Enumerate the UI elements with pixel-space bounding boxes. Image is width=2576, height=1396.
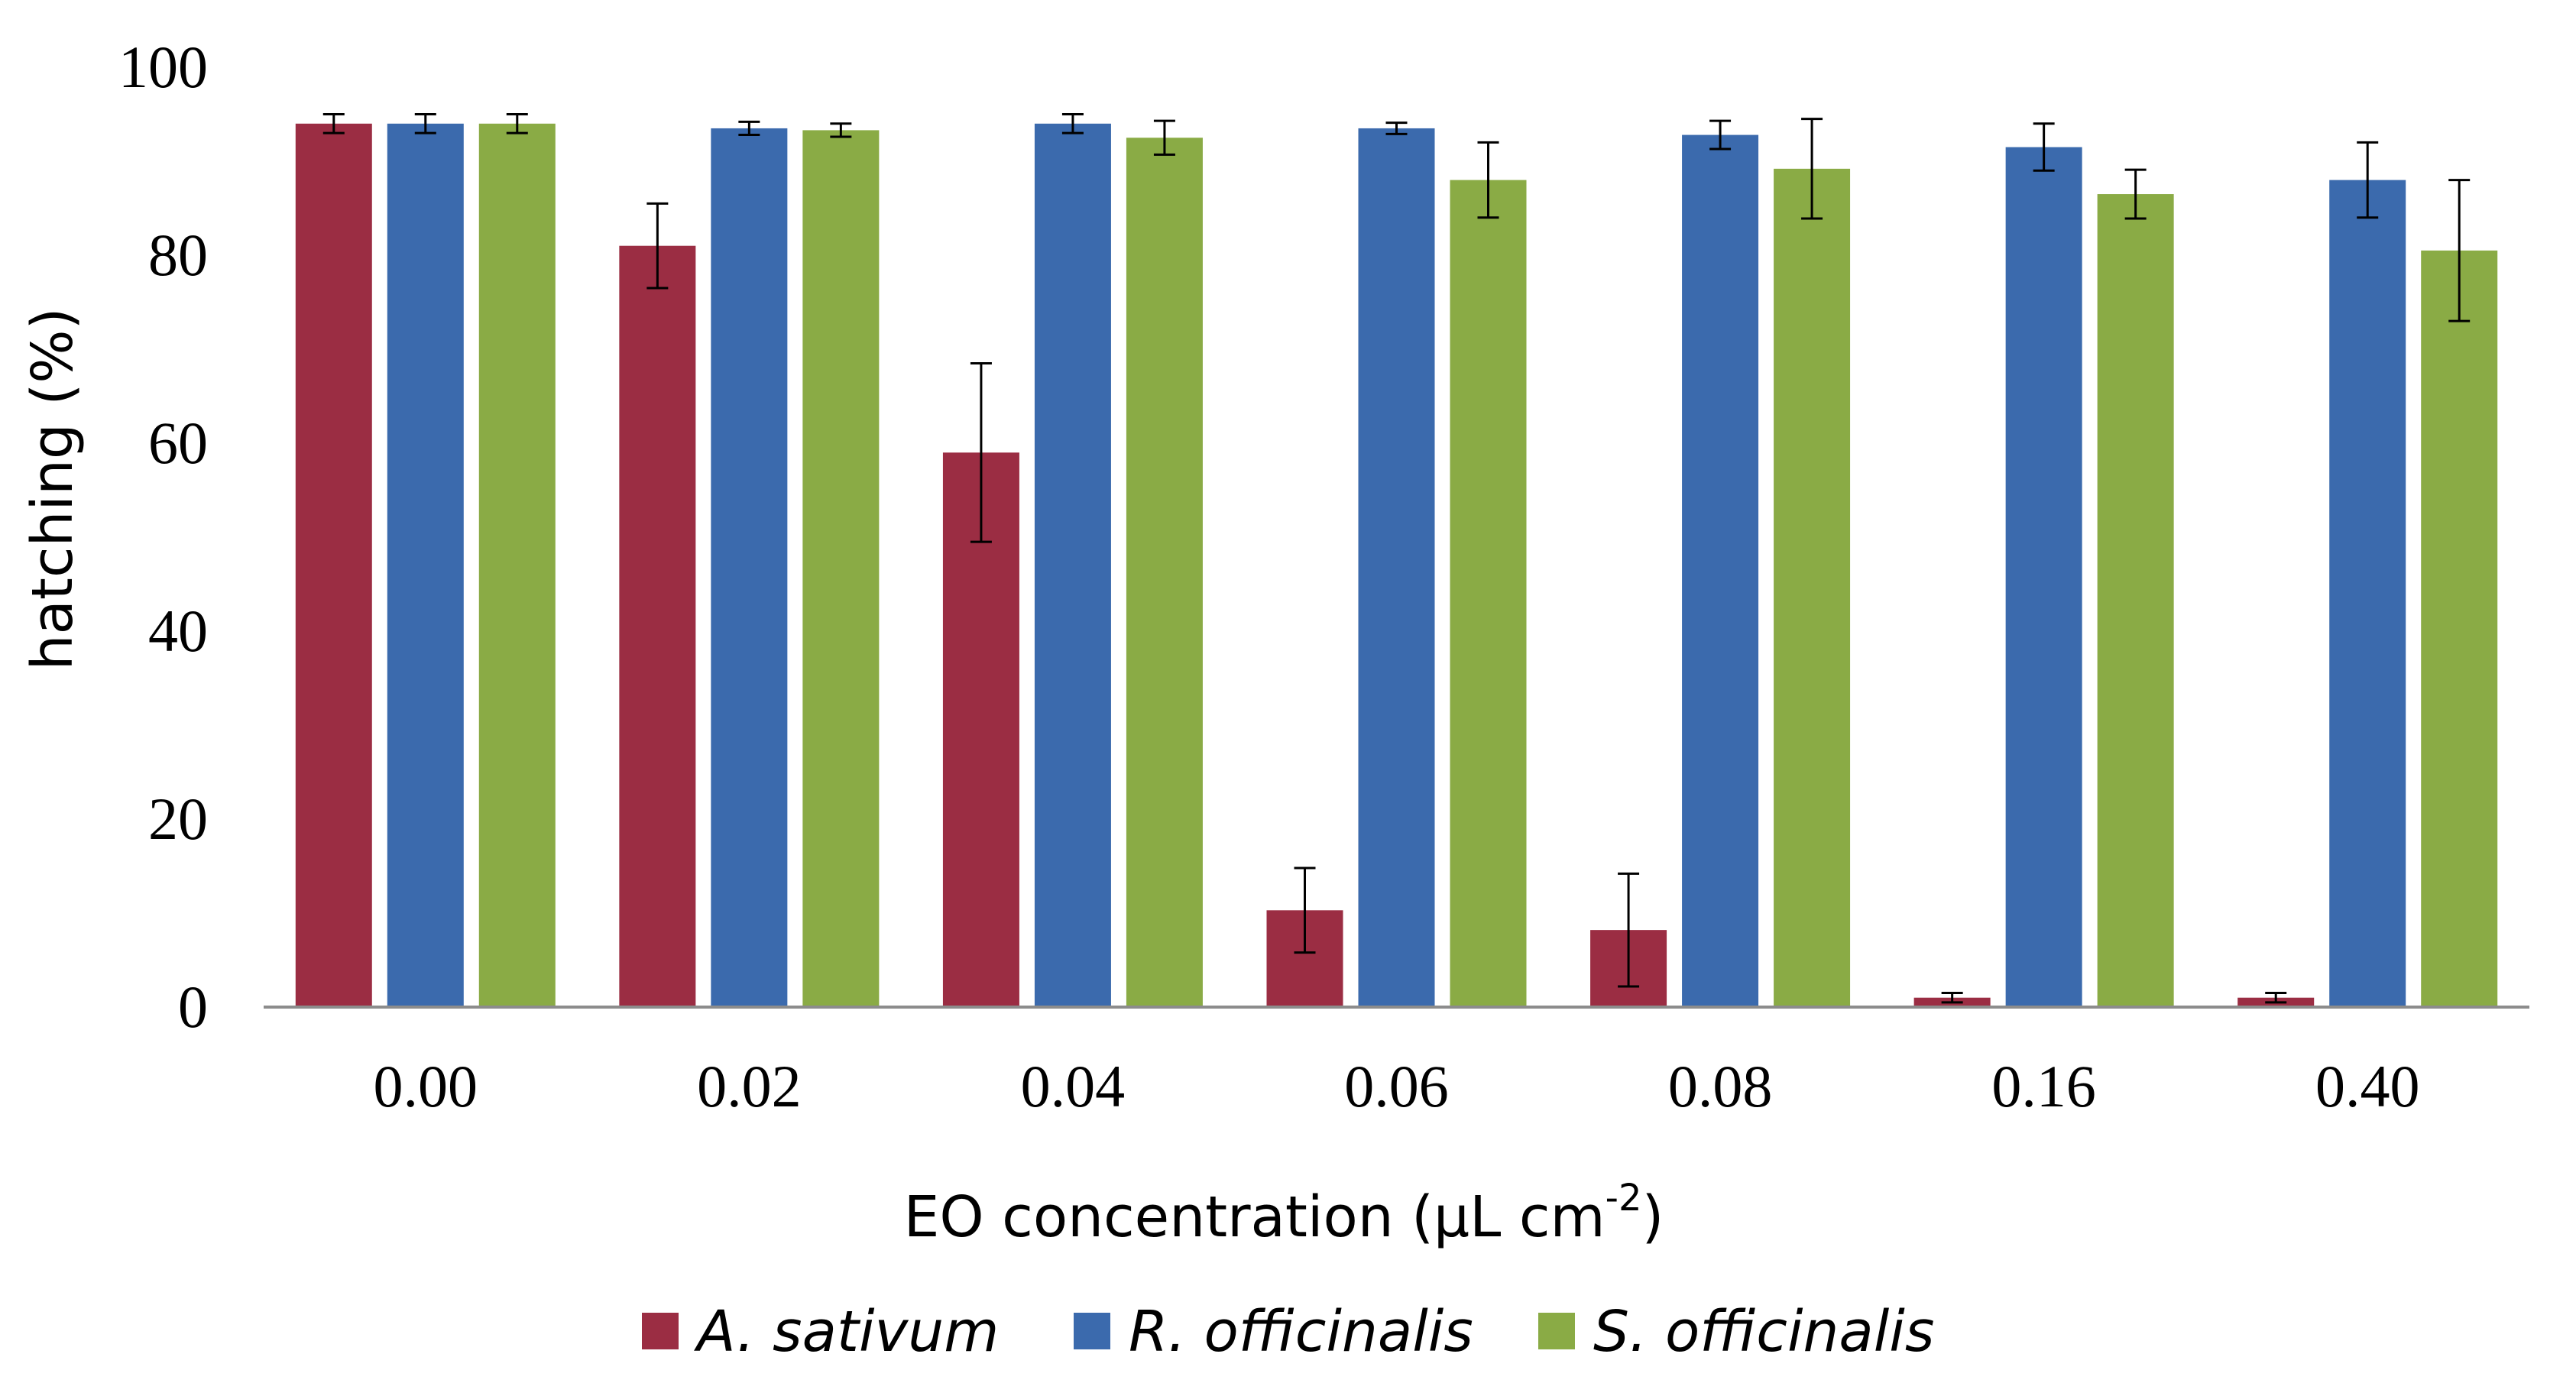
bar — [2421, 250, 2498, 1008]
bar — [1358, 128, 1435, 1008]
x-axis-title-main: EO concentration (µL cm — [904, 1184, 1606, 1250]
error-bar — [2357, 141, 2379, 219]
legend-label: A. sativum — [694, 1299, 999, 1365]
bar — [295, 123, 372, 1007]
error-bar — [1385, 121, 1408, 135]
bar — [1126, 138, 1203, 1007]
bar — [1034, 123, 1111, 1007]
error-bar — [414, 113, 436, 134]
bar — [942, 452, 1019, 1007]
error-bar — [646, 202, 669, 290]
legend: A. sativum R. officinalis S. officinalis — [642, 1299, 1934, 1365]
error-bar — [2448, 179, 2471, 322]
y-tick-label: 20 — [148, 785, 208, 852]
error-bar — [1153, 119, 1175, 156]
error-bar — [506, 113, 528, 134]
y-tick-label: 40 — [148, 598, 208, 664]
bar — [2097, 194, 2174, 1007]
error-bar — [1801, 118, 1823, 220]
error-bar — [970, 361, 992, 543]
x-tick-label: 0.04 — [1021, 1053, 1126, 1119]
bar — [802, 130, 880, 1007]
bar — [2005, 147, 2082, 1007]
legend-item: A. sativum — [642, 1299, 999, 1365]
legend-label: R. officinalis — [1129, 1299, 1473, 1365]
error-bar — [830, 122, 852, 138]
x-tick-label: 0.00 — [374, 1053, 478, 1119]
legend-swatch — [1538, 1313, 1575, 1349]
error-bar — [1294, 866, 1316, 954]
y-tick-label: 60 — [148, 410, 208, 476]
legend-swatch — [642, 1313, 679, 1349]
error-bar — [1709, 119, 1732, 151]
error-bar — [1618, 872, 1640, 988]
error-bar — [1061, 113, 1084, 134]
legend-item: R. officinalis — [1074, 1299, 1473, 1365]
bar — [619, 245, 696, 1007]
legend-label: S. officinalis — [1593, 1299, 1934, 1365]
x-tick-label: 0.16 — [1991, 1053, 2096, 1119]
y-tick-label: 100 — [118, 34, 208, 100]
legend-item: S. officinalis — [1538, 1299, 1934, 1365]
bar — [2329, 180, 2406, 1008]
x-axis-title-superscript: -2 — [1606, 1177, 1642, 1219]
x-axis-tick-labels: 0.00 0.02 0.04 0.06 0.08 0.16 0.40 — [374, 1053, 2420, 1119]
bar — [478, 123, 556, 1007]
error-bar — [1477, 141, 1499, 219]
y-axis-title: hatching (%) — [20, 308, 86, 671]
error-bar — [738, 120, 760, 137]
x-tick-label: 0.06 — [1344, 1053, 1449, 1119]
bar-series-group — [295, 123, 2498, 1008]
error-bar — [322, 113, 345, 134]
x-axis-title-close: ) — [1642, 1184, 1664, 1250]
x-axis-title: EO concentration (µL cm-2) — [904, 1177, 1664, 1250]
bar — [387, 123, 464, 1007]
bar — [1774, 168, 1851, 1008]
error-bar — [1941, 992, 1963, 1004]
error-bar-group — [322, 113, 2471, 1004]
x-tick-label: 0.40 — [2315, 1053, 2420, 1119]
bar — [711, 128, 788, 1008]
x-tick-label: 0.08 — [1668, 1053, 1773, 1119]
x-tick-label: 0.02 — [697, 1053, 802, 1119]
error-bar — [2265, 992, 2287, 1004]
legend-swatch — [1074, 1313, 1110, 1349]
bar — [1682, 134, 1759, 1007]
y-axis-tick-labels: 0 20 40 60 80 100 — [118, 34, 208, 1040]
y-tick-label: 0 — [178, 973, 208, 1040]
y-tick-label: 80 — [148, 222, 208, 288]
error-bar — [2124, 168, 2147, 220]
bar — [1450, 180, 1527, 1008]
error-bar — [2033, 122, 2055, 172]
